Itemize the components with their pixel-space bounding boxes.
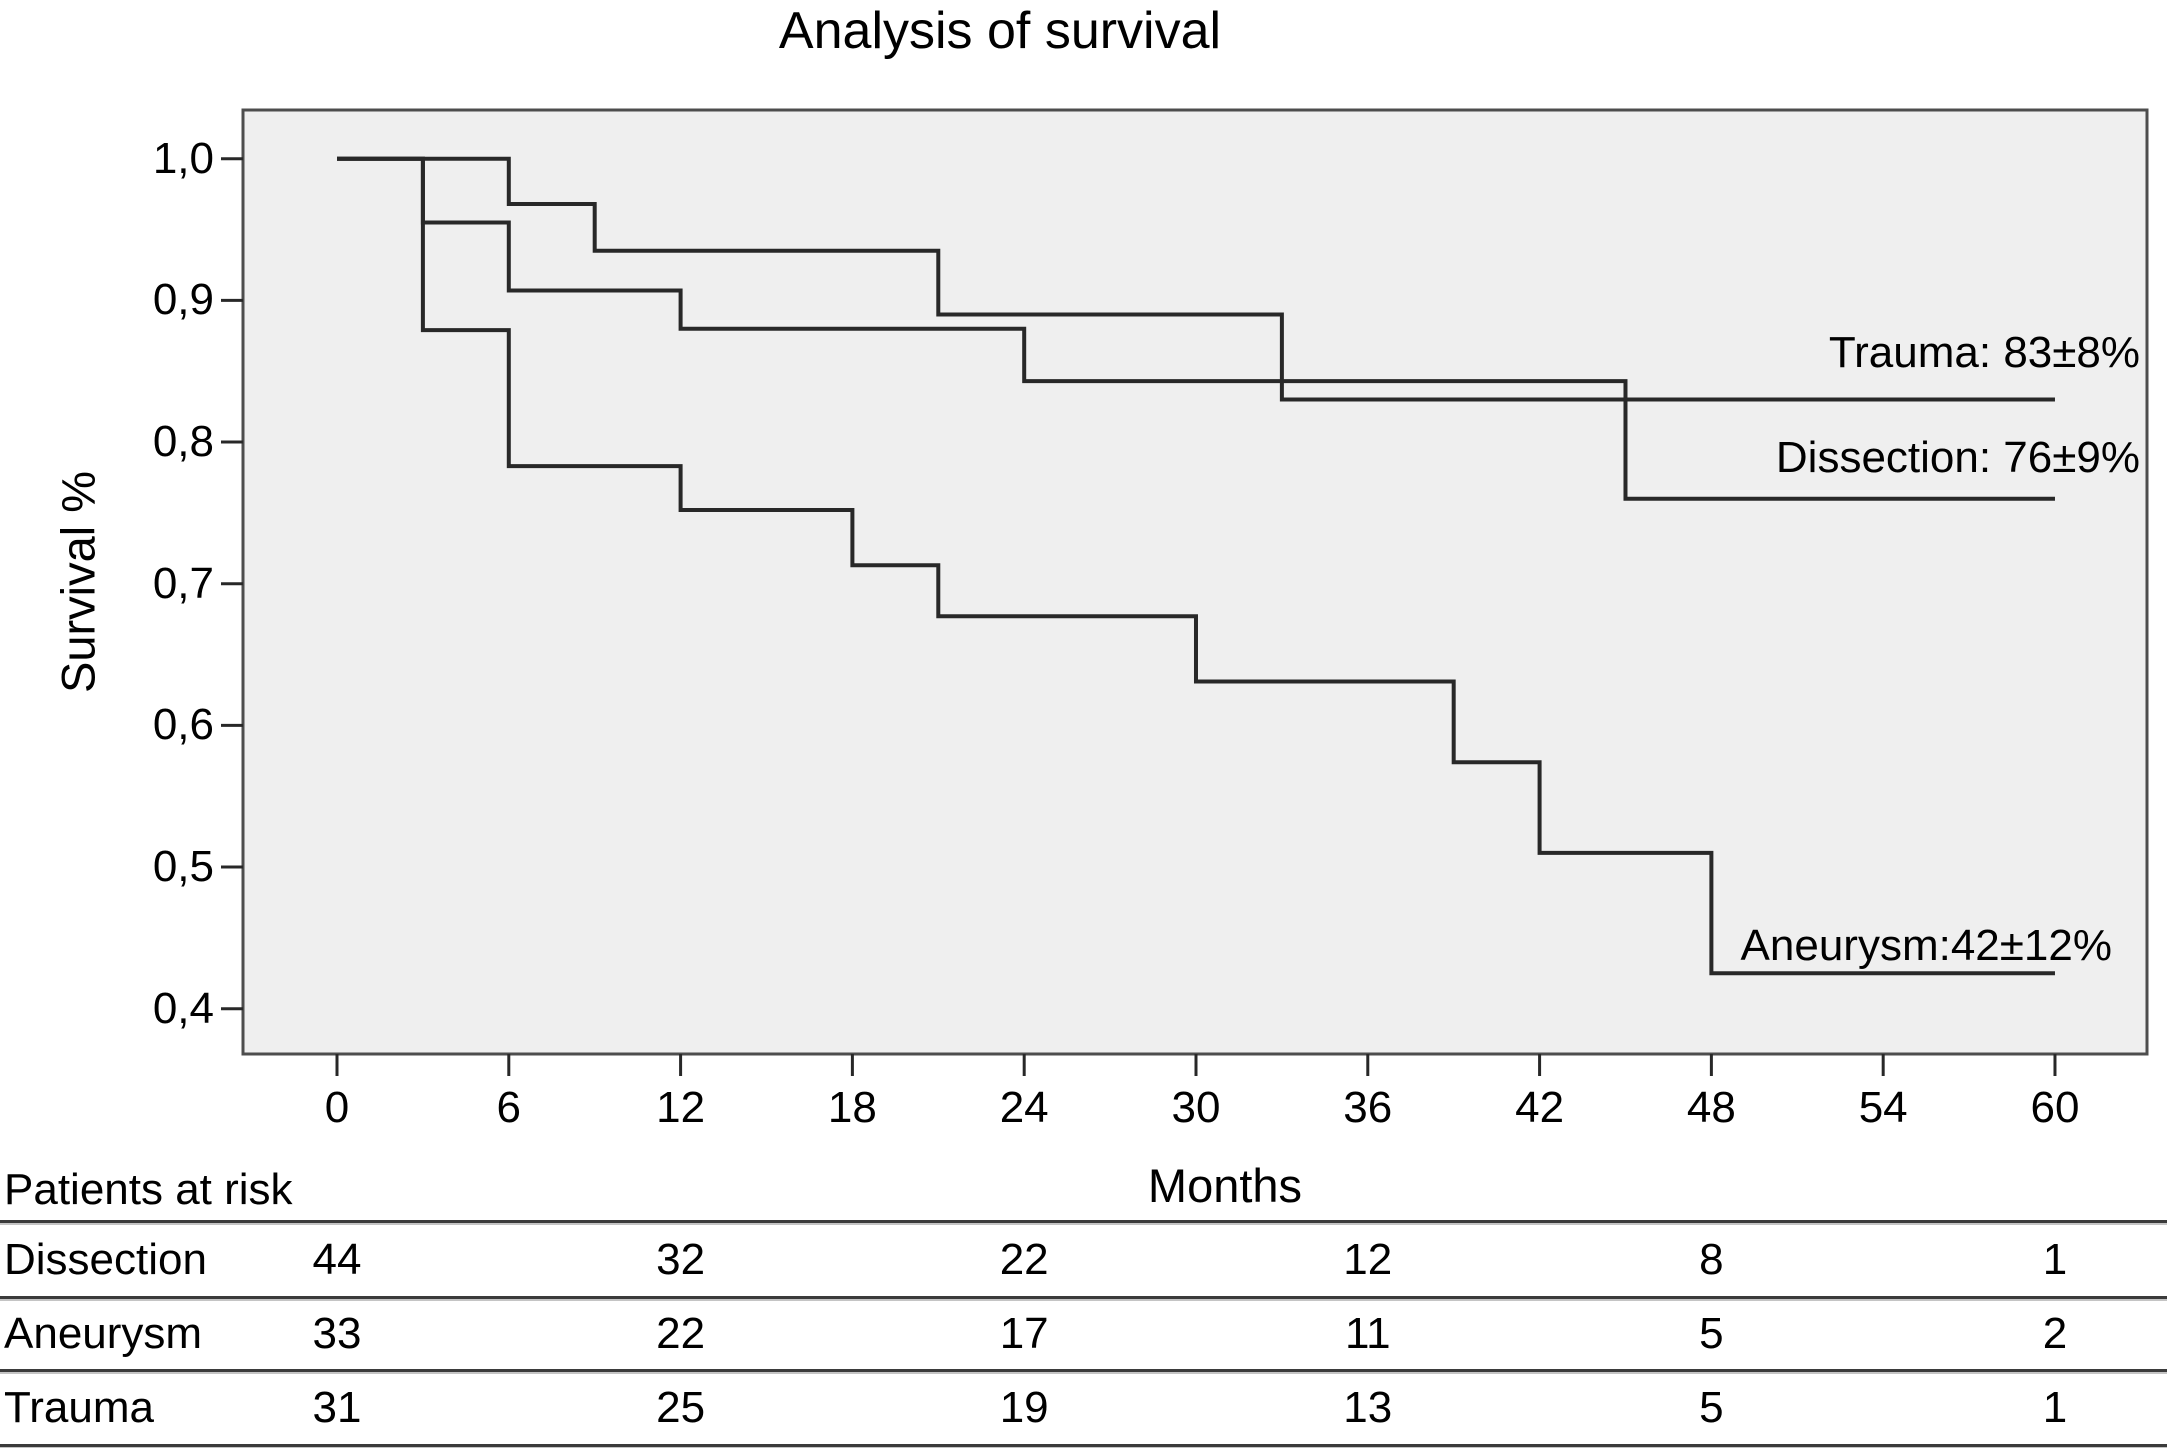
- x-tick-label: 60: [2030, 1083, 2080, 1132]
- risk-table-heading: Patients at risk: [4, 1165, 293, 1214]
- risk-value-aneurysm-m12: 22: [656, 1309, 706, 1358]
- survival-curve-trauma: [337, 156, 2055, 402]
- risk-value-aneurysm-m36: 11: [1344, 1309, 1391, 1358]
- x-tick-label: 18: [827, 1083, 877, 1132]
- survival-curve-aneurysm: [337, 156, 2055, 976]
- y-tick-label: 1,0: [152, 133, 214, 183]
- risk-value-dissection-m48: 8: [1699, 1235, 1724, 1284]
- risk-value-trauma-m12: 25: [656, 1383, 706, 1432]
- annotation-dissection: Dissection: 76±9%: [1775, 433, 2140, 482]
- x-tick-label: 0: [324, 1083, 350, 1132]
- risk-value-dissection-m12: 32: [656, 1235, 706, 1284]
- y-tick-label: 0,6: [152, 700, 214, 750]
- x-tick-label: 24: [999, 1083, 1049, 1132]
- risk-value-dissection-m0: 44: [312, 1235, 362, 1284]
- x-tick-label: 36: [1343, 1083, 1393, 1132]
- risk-value-aneurysm-m60: 2: [2042, 1309, 2068, 1358]
- risk-value-trauma-m36: 13: [1343, 1383, 1393, 1432]
- risk-table-rule-3: [0, 1369, 2167, 1372]
- x-tick-label: 30: [1171, 1083, 1221, 1132]
- y-tick-label: 0,5: [152, 842, 214, 892]
- y-tick-label: 0,9: [152, 275, 214, 325]
- risk-row-label-aneurysm: Aneurysm: [4, 1309, 203, 1358]
- chart-title: Analysis of survival: [778, 2, 1222, 60]
- risk-table-rule-bottom: [0, 1444, 2167, 1447]
- risk-row-label-trauma: Trauma: [4, 1383, 154, 1432]
- risk-value-trauma-m48: 5: [1699, 1383, 1724, 1432]
- risk-value-dissection-m36: 12: [1343, 1235, 1393, 1284]
- x-tick-label: 42: [1515, 1083, 1565, 1132]
- y-tick-label: 0,4: [152, 983, 214, 1033]
- risk-value-dissection-m24: 22: [999, 1235, 1049, 1284]
- risk-value-trauma-m60: 1: [2042, 1383, 2068, 1432]
- risk-value-aneurysm-m48: 5: [1699, 1309, 1724, 1358]
- risk-value-trauma-m24: 19: [999, 1383, 1049, 1432]
- x-tick-label: 6: [496, 1083, 522, 1132]
- x-axis-title: Months: [1147, 1159, 1303, 1212]
- y-tick-label: 0,8: [152, 417, 214, 467]
- annotation-aneurysm: Aneurysm:42±12%: [1740, 921, 2112, 970]
- y-tick-label: 0,7: [152, 558, 214, 608]
- x-tick-label: 12: [656, 1083, 706, 1132]
- risk-table-rule-top: [0, 1220, 2167, 1223]
- risk-value-aneurysm-m24: 17: [999, 1309, 1049, 1358]
- annotation-trauma: Trauma: 83±8%: [1828, 328, 2140, 377]
- risk-value-dissection-m60: 1: [2042, 1235, 2068, 1284]
- risk-value-trauma-m0: 31: [312, 1383, 362, 1432]
- x-tick-label: 48: [1686, 1083, 1736, 1132]
- risk-value-aneurysm-m0: 33: [312, 1309, 362, 1358]
- risk-row-label-dissection: Dissection: [4, 1235, 207, 1284]
- plot-area: [241, 108, 2149, 1056]
- y-axis-title: Survival %: [51, 470, 105, 694]
- x-tick-label: 54: [1858, 1083, 1908, 1132]
- risk-table-rule-2: [0, 1296, 2167, 1299]
